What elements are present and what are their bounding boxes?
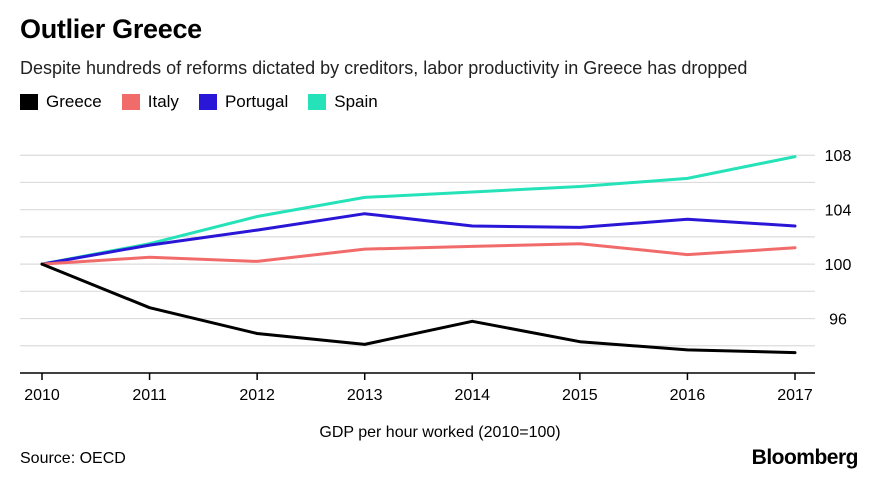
y-tick-label: 100 bbox=[825, 257, 852, 274]
x-axis-title: GDP per hour worked (2010=100) bbox=[319, 424, 560, 441]
x-tick-label: 2012 bbox=[239, 387, 275, 404]
y-tick-label: 96 bbox=[829, 312, 847, 329]
legend-swatch-italy bbox=[121, 94, 140, 110]
x-axis-labels: 2010 2011 2012 2013 2014 2015 2016 2017 bbox=[24, 387, 813, 404]
chart-subtitle: Despite hundreds of reforms dictated by … bbox=[20, 58, 748, 78]
legend-swatch-greece bbox=[20, 94, 38, 110]
series-line-spain bbox=[40, 155, 797, 266]
legend-swatch-spain bbox=[308, 94, 327, 110]
legend-item-spain: Spain bbox=[308, 92, 378, 112]
x-tick-label: 2011 bbox=[132, 387, 167, 404]
legend-label-italy: Italy bbox=[147, 92, 179, 111]
x-tick-label: 2016 bbox=[670, 387, 706, 404]
x-tick-label: 2014 bbox=[454, 387, 490, 404]
source-note: Source: OECD bbox=[20, 450, 126, 467]
series-line-italy bbox=[40, 242, 797, 266]
gridlines bbox=[20, 154, 815, 347]
y-axis-labels: 96 100 104 108 bbox=[825, 148, 852, 328]
x-tick-label: 2010 bbox=[24, 387, 60, 404]
bloomberg-logo: Bloomberg bbox=[751, 446, 859, 469]
chart-title: Outlier Greece bbox=[20, 14, 202, 44]
legend-label-spain: Spain bbox=[334, 92, 378, 111]
x-axis bbox=[20, 372, 815, 380]
legend-label-greece: Greece bbox=[46, 92, 102, 111]
x-tick-label: 2017 bbox=[777, 387, 813, 404]
legend-swatch-portugal bbox=[198, 94, 217, 110]
x-tick-label: 2015 bbox=[562, 387, 598, 404]
y-tick-label: 104 bbox=[825, 203, 852, 220]
series-line-greece bbox=[40, 262, 797, 355]
series-line-portugal bbox=[40, 212, 797, 266]
legend: Greece Italy Portugal Spain bbox=[20, 92, 398, 112]
x-tick-label: 2013 bbox=[347, 387, 383, 404]
y-tick-label: 108 bbox=[825, 148, 852, 165]
series-lines bbox=[40, 155, 797, 355]
legend-item-portugal: Portugal bbox=[198, 92, 289, 112]
legend-label-portugal: Portugal bbox=[224, 92, 289, 111]
legend-item-greece: Greece bbox=[20, 92, 102, 112]
legend-item-italy: Italy bbox=[121, 92, 179, 112]
